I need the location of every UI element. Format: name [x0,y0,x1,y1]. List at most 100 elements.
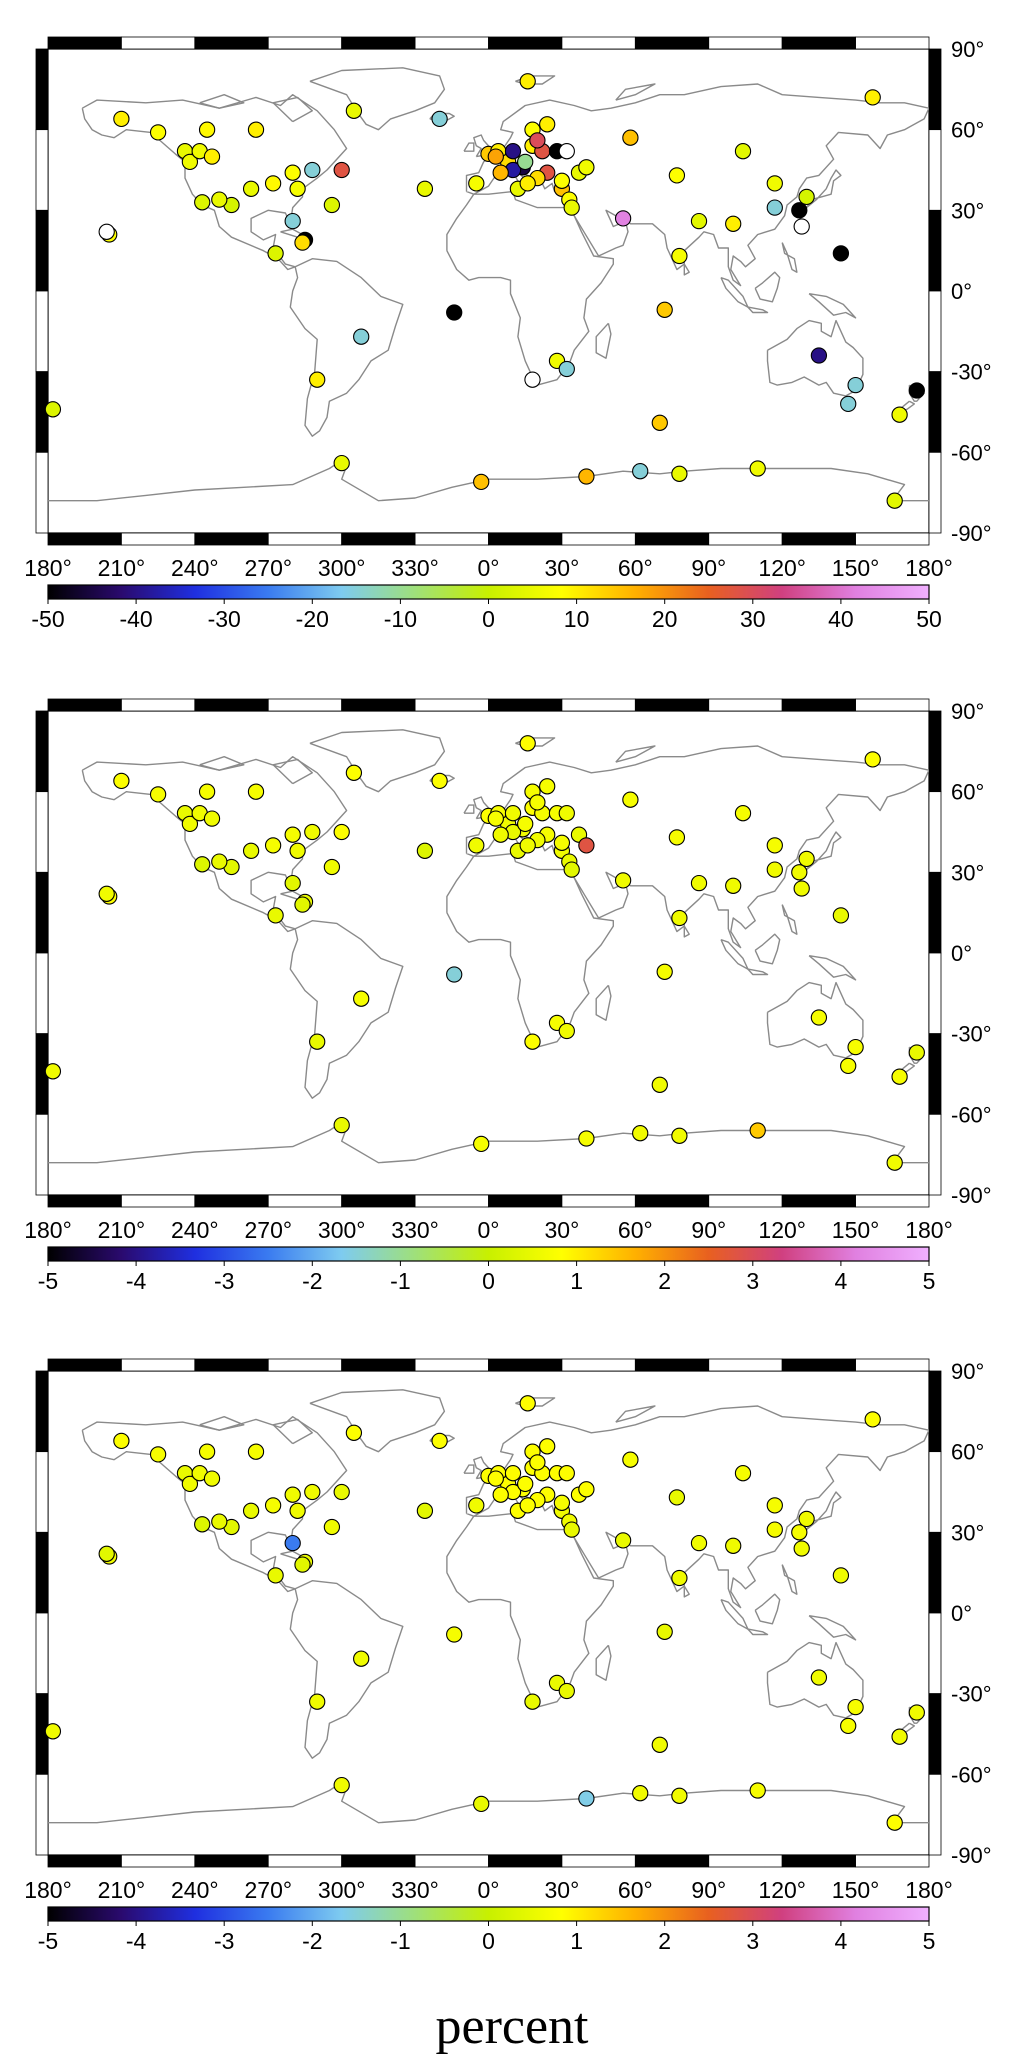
panel-3-stations [44,1395,925,1831]
station-marker [798,850,815,868]
station-marker [211,191,228,208]
station-marker [614,872,632,889]
panel-3-colorbar: -5 -4 -3 -2 -1 0 1 2 3 4 5 [38,1906,935,1954]
station-marker [468,1497,485,1514]
colorbar-tick-label: 3 [746,1268,759,1294]
station-marker [529,794,546,811]
colorbar-tick-label: -20 [296,606,329,632]
station-marker [749,1782,766,1799]
station-marker [289,180,306,197]
station-marker [504,143,522,160]
panel-1-colorbar: -50 -40 -30 -20 -10 0 10 20 30 40 50 [31,584,942,632]
lon-tick-label: 180° [905,555,953,581]
lon-tick-label: 300° [318,1217,366,1243]
lon-tick-label: 180° [24,1877,72,1903]
station-marker [267,907,284,924]
station-marker [353,990,370,1007]
station-marker [558,1465,575,1482]
station-marker [734,805,752,822]
map-panel-3: 90°60°30°0°-30°-60°-90° 180° 210° 240° 270°… [24,1358,992,1954]
lon-tick-label: 90° [691,1877,726,1903]
lon-tick-label: 180° [24,555,72,581]
lon-tick-label: 90° [691,1217,726,1243]
station-marker [632,1125,649,1142]
station-marker [671,247,688,265]
station-marker [519,175,536,192]
lat-tick-label: 30° [951,860,984,885]
lon-tick-label: 120° [758,1877,806,1903]
station-marker [98,223,115,240]
station-marker [194,194,211,211]
colorbar-tick-label: 10 [564,606,590,632]
lon-tick-label: 180° [24,1217,72,1243]
station-marker [267,1567,284,1584]
station-marker [798,188,815,206]
station-marker [468,837,485,854]
station-marker [832,907,850,924]
colorbar-tick-label: -1 [390,1928,410,1954]
station-marker [864,89,881,106]
colorbar-tick-label: 4 [835,1928,848,1954]
station-marker [304,161,321,179]
station-marker [614,1532,632,1549]
station-marker [247,1443,265,1460]
station-marker [284,874,301,892]
station-marker [247,121,265,138]
lon-tick-label: 270° [245,555,293,581]
station-marker [44,401,62,418]
colorbar-tick-label: 4 [835,1268,848,1294]
station-marker [749,1122,766,1139]
station-marker [908,382,925,399]
map-panel-1: 90° 60° 30° 0° -30° -60° -90° 180° 210° 240° 270°… [24,36,992,632]
station-marker [431,772,448,790]
station-marker [519,735,536,752]
station-marker [668,167,686,184]
colorbar-tick-label: -3 [214,1268,234,1294]
lat-tick-label: -90° [951,1843,992,1868]
station-marker [622,129,639,146]
panel-1-lon-labels: 180° 210° 240° 270° 300° 330° 0° 30° 60° 90° 120° 1… [24,555,953,581]
lat-tick-label: -30° [951,1682,992,1707]
station-marker [563,199,580,216]
station-marker [847,376,864,394]
panel-3-lon-labels: 180° 210° 240° 270° 300° 330° 0° 30° 60° 90° 120° 1… [24,1877,953,1903]
lon-tick-label: 210° [98,1877,146,1903]
lon-tick-label: 60° [618,555,653,581]
station-marker [149,786,167,803]
lat-tick-label: 90° [951,1359,984,1384]
station-marker [671,909,688,927]
station-marker [864,751,881,768]
colorbar [47,1246,930,1262]
unit-label: percent [435,1998,589,2055]
station-marker [840,395,857,413]
station-marker [632,1785,649,1802]
station-marker [798,1510,815,1528]
station-marker [309,1033,326,1050]
colorbar-tick-label: -2 [302,1268,322,1294]
lon-tick-label: 300° [318,1877,366,1903]
station-marker [734,143,752,160]
station-marker [247,783,265,800]
station-marker [194,1516,211,1533]
station-marker [431,110,448,128]
station-marker [891,1068,908,1085]
station-marker [793,218,810,235]
station-marker [517,815,534,833]
colorbar-tick-label: -10 [384,606,417,632]
colorbar-tick-label: 2 [658,1268,671,1294]
station-marker [553,834,571,851]
station-marker [264,1497,282,1514]
station-marker [149,1446,167,1463]
lon-tick-label: 150° [832,1877,880,1903]
station-marker [416,1502,434,1519]
station-marker [908,1044,925,1061]
station-marker [651,1076,668,1093]
station-marker [656,963,673,980]
station-marker [333,1483,350,1501]
station-marker [284,212,301,230]
station-marker [113,1432,130,1450]
station-marker [558,360,575,378]
station-marker [632,463,649,480]
lat-tick-label: -60° [951,1102,992,1127]
station-marker [487,810,504,827]
